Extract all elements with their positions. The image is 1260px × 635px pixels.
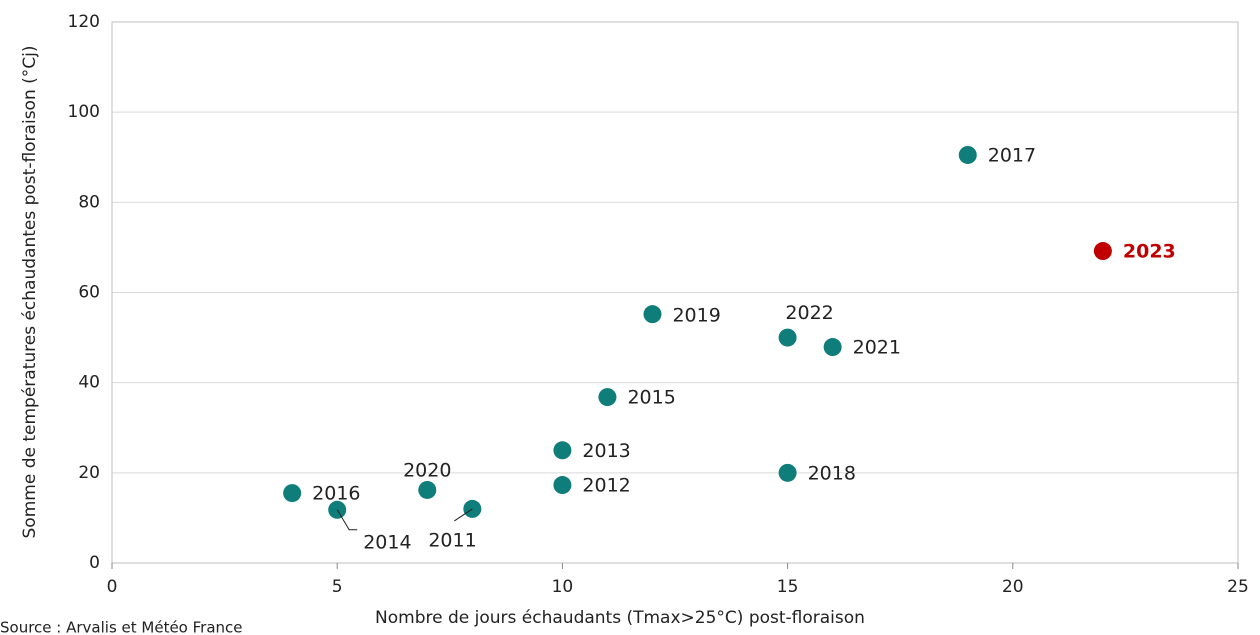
- point: [553, 476, 572, 495]
- point: [643, 305, 662, 324]
- leader-line: [336, 509, 358, 531]
- point-label: 2021: [853, 337, 901, 359]
- point-label: 2012: [582, 475, 630, 497]
- point-label: 2017: [988, 144, 1036, 166]
- point: [823, 338, 842, 357]
- point-label: 2020: [403, 459, 451, 481]
- point: [553, 441, 572, 460]
- point-label: 2016: [312, 483, 360, 505]
- y-tick-label: 80: [78, 192, 100, 212]
- point-label: 2023: [1123, 241, 1176, 263]
- leader-line: [454, 508, 473, 522]
- x-tick-label: 10: [552, 577, 574, 597]
- point-label: 2014: [363, 531, 411, 553]
- point: [328, 500, 347, 519]
- y-tick-label: 100: [68, 102, 100, 122]
- plot-border: [111, 21, 1239, 564]
- point: [778, 463, 797, 482]
- point-label: 2019: [672, 305, 720, 327]
- x-tick-label: 25: [1227, 577, 1249, 597]
- point-label: 2011: [428, 529, 476, 551]
- y-tick-label: 60: [78, 283, 100, 303]
- point: [598, 388, 617, 407]
- y-tick-label: 20: [78, 463, 100, 483]
- point: [778, 328, 797, 347]
- x-tick-label: 20: [1002, 577, 1024, 597]
- y-tick-label: 120: [68, 12, 100, 32]
- x-tick-label: 15: [777, 577, 799, 597]
- point: [283, 484, 302, 503]
- point-label: 2015: [627, 387, 675, 409]
- point: [1093, 242, 1112, 261]
- y-tick-label: 40: [78, 373, 100, 393]
- point-label: 2018: [808, 462, 856, 484]
- x-tick-label: 5: [332, 577, 343, 597]
- source-note: Source : Arvalis et Météo France: [0, 619, 243, 635]
- point: [958, 145, 977, 164]
- point-label: 2013: [582, 440, 630, 462]
- point-label: 2022: [785, 302, 833, 324]
- y-tick-label: 0: [89, 553, 100, 573]
- y-axis-title: Somme de températures échaudantes post-f…: [20, 46, 40, 539]
- point: [418, 480, 437, 499]
- x-axis-title: Nombre de jours échaudants (Tmax>25°C) p…: [375, 608, 865, 628]
- x-tick-label: 0: [107, 577, 118, 597]
